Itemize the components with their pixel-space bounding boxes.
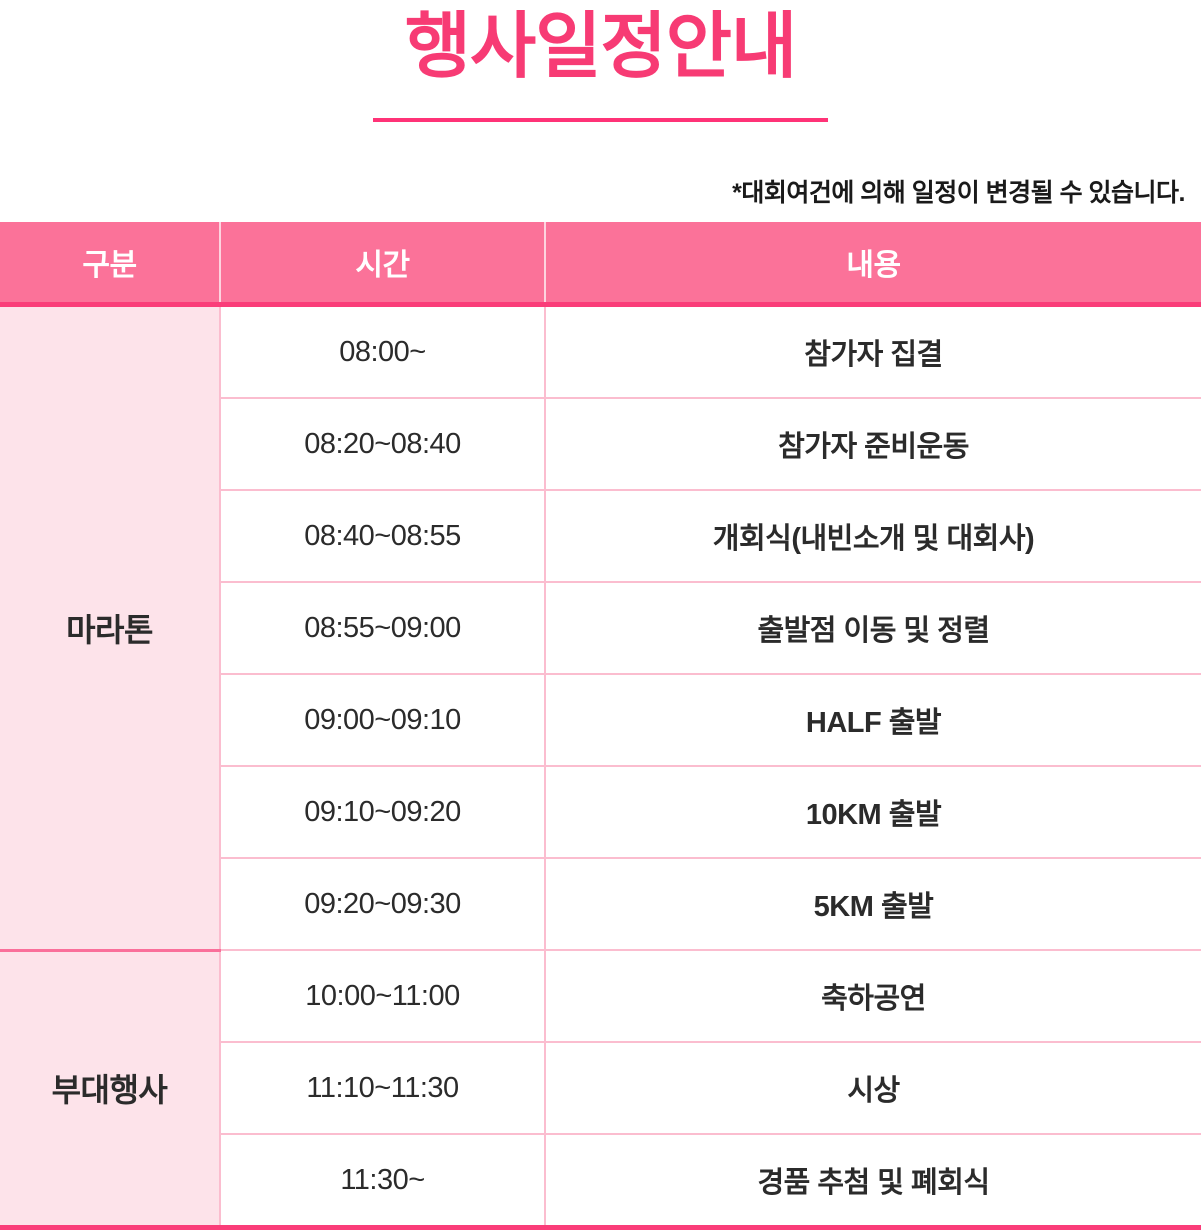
row-desc: 10KM 출발: [545, 766, 1201, 859]
row-time: 11:10~11:30: [220, 1042, 546, 1135]
column-header-time: 시간: [220, 222, 546, 307]
table-row: 09:00~09:10 HALF 출발: [0, 674, 1201, 767]
table-header-row: 구분 시간 내용: [0, 222, 1201, 307]
row-time: 09:00~09:10: [220, 674, 546, 767]
row-time: 11:30~: [220, 1134, 546, 1228]
table-head: 구분 시간 내용: [0, 222, 1201, 307]
table-row: 09:10~09:20 10KM 출발: [0, 766, 1201, 859]
table-row: 부대행사 10:00~11:00 축하공연: [0, 950, 1201, 1228]
table-row: 08:55~09:00 출발점 이동 및 정렬: [0, 582, 1201, 675]
title-divider: [373, 118, 828, 122]
row-desc: 축하공연: [545, 950, 1201, 1043]
table-row: 08:40~08:55 개회식(내빈소개 및 대회사): [0, 490, 1201, 583]
row-desc: 출발점 이동 및 정렬: [545, 582, 1201, 675]
note-row: *대회여건에 의해 일정이 변경될 수 있습니다.: [0, 178, 1201, 208]
row-desc: 경품 추첨 및 폐회식: [545, 1134, 1201, 1228]
row-desc: 참가자 집결: [545, 304, 1201, 399]
row-time: 08:55~09:00: [220, 582, 546, 675]
table-row: 08:20~08:40 참가자 준비운동: [0, 398, 1201, 491]
row-desc: 시상: [545, 1042, 1201, 1135]
table-row: 11:10~11:30 시상: [0, 1042, 1201, 1135]
table-row: 09:20~09:30 5KM 출발: [0, 858, 1201, 951]
table-row: 마라톤 08:00~ 참가자 집결: [0, 304, 1201, 952]
row-desc: 개회식(내빈소개 및 대회사): [545, 490, 1201, 583]
row-time: 09:20~09:30: [220, 858, 546, 951]
title-block: 행사일정안내: [0, 0, 1201, 122]
row-desc: 참가자 준비운동: [545, 398, 1201, 491]
column-header-desc: 내용: [545, 222, 1201, 307]
group-label-marathon: 마라톤: [0, 304, 221, 952]
row-time: 08:40~08:55: [220, 490, 546, 583]
row-desc: 5KM 출발: [545, 858, 1201, 951]
table-body: 마라톤 08:00~ 참가자 집결 08:20~08:40 참가자 준비운동 0…: [0, 304, 1201, 1228]
column-header-group: 구분: [0, 222, 221, 307]
group-label-side-events: 부대행사: [0, 950, 221, 1228]
row-time: 08:00~: [220, 304, 546, 399]
row-time: 10:00~11:00: [220, 950, 546, 1043]
row-desc: HALF 출발: [545, 674, 1201, 767]
row-time: 09:10~09:20: [220, 766, 546, 859]
schedule-table: 구분 시간 내용 마라톤 08:00~ 참가자 집결 08:20~08:40 참…: [0, 222, 1201, 1230]
schedule-change-note: *대회여건에 의해 일정이 변경될 수 있습니다.: [732, 179, 1185, 207]
page-title: 행사일정안내: [404, 7, 797, 87]
row-time: 08:20~08:40: [220, 398, 546, 491]
